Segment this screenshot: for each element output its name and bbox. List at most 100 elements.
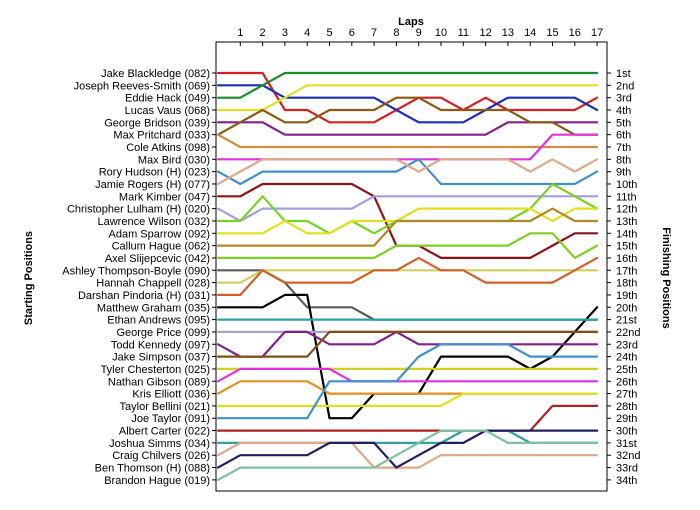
driver-start-label: Albert Carter (022) [119, 426, 210, 438]
driver-position-line [216, 195, 599, 223]
lap-tick-label: 11 [458, 27, 469, 39]
lap-tick-label: 8 [393, 27, 399, 39]
driver-start-label: Joseph Reeves-Smith (069) [74, 80, 210, 92]
driver-start-label: Ashley Thompson-Boyle (090) [62, 265, 210, 277]
driver-position-line [216, 256, 599, 296]
lap-tick-label: 2 [260, 27, 266, 39]
driver-start-label: Axel Slijepcevic (042) [105, 253, 210, 265]
driver-position-line [216, 367, 599, 383]
driver-position-line [216, 232, 599, 259]
finish-position-label: 25th [616, 364, 637, 376]
finish-position-label: 2nd [616, 80, 634, 92]
driver-start-label: Joshua Simms (034) [109, 438, 210, 450]
lap-tick-label: 4 [304, 27, 310, 39]
finish-position-label: 1st [616, 68, 631, 80]
lap-tick-label: 9 [416, 27, 422, 39]
driver-position-line [216, 330, 599, 358]
finish-position-label: 11th [616, 191, 637, 203]
finish-position-label: 7th [616, 142, 631, 154]
finishing-position-labels: 1st2nd3rd4th5th6th7th8th9th10th11th12th1… [607, 68, 640, 487]
driver-start-label: Brandon Hague (019) [104, 475, 210, 487]
finish-position-label: 19th [616, 290, 637, 302]
driver-position-line [216, 404, 599, 432]
x-axis-title: Laps [398, 16, 424, 28]
driver-position-line [216, 158, 599, 186]
driver-position-line [216, 96, 599, 136]
lap-tick-label: 14 [524, 27, 536, 39]
driver-start-label: Tyler Chesterton (025) [101, 364, 210, 376]
lap-tick-label: 1 [237, 27, 243, 39]
driver-start-label: Adam Sparrow (092) [109, 228, 211, 240]
finish-position-label: 13th [616, 216, 637, 228]
finish-position-label: 30th [616, 426, 637, 438]
finish-position-label: 5th [616, 117, 631, 129]
finish-position-label: 21st [616, 315, 637, 327]
finish-position-label: 3rd [616, 93, 632, 105]
finish-position-label: 9th [616, 167, 631, 179]
driver-start-label: Hannah Chappell (028) [96, 278, 210, 290]
finish-position-label: 16th [616, 253, 637, 265]
driver-start-label: Lawrence Wilson (032) [98, 216, 211, 228]
lap-tick-label: 13 [502, 27, 514, 39]
driver-start-label: Mark Kimber (047) [119, 191, 210, 203]
finish-position-label: 28th [616, 401, 637, 413]
finish-position-label: 32nd [616, 450, 640, 462]
driver-position-line [216, 84, 599, 112]
driver-start-label: Darshan Pindoria (H) (031) [78, 290, 210, 302]
driver-position-line [216, 207, 599, 235]
finish-position-label: 20th [616, 302, 637, 314]
lap-tick-label: 5 [326, 27, 332, 39]
series-layer [216, 71, 599, 481]
driver-start-label: Ben Thomson (H) (088) [95, 463, 210, 475]
driver-position-line [216, 429, 599, 469]
finish-position-label: 17th [616, 265, 637, 277]
driver-start-label: Craig Chilvers (026) [112, 450, 210, 462]
driver-start-label: Jake Blackledge (082) [101, 68, 210, 80]
driver-start-label: Rory Hudson (H) (023) [99, 167, 210, 179]
driver-position-line [216, 84, 599, 124]
finish-position-label: 24th [616, 352, 637, 364]
finish-position-label: 15th [616, 241, 637, 253]
driver-start-label: Jake Simpson (037) [112, 352, 210, 364]
finish-position-label: 29th [616, 413, 637, 425]
finish-position-label: 27th [616, 389, 637, 401]
driver-position-line [216, 269, 599, 284]
driver-start-label: Matthew Graham (035) [97, 302, 210, 314]
finish-position-label: 18th [616, 278, 637, 290]
driver-start-label: Max Pritchard (033) [113, 130, 210, 142]
finish-position-label: 22nd [616, 327, 640, 339]
driver-position-line [216, 392, 599, 407]
finish-position-label: 12th [616, 204, 637, 216]
finish-position-label: 26th [616, 376, 637, 388]
driver-start-label: Joe Taylor (091) [131, 413, 210, 425]
driver-position-line [216, 429, 599, 481]
driver-position-line [216, 71, 599, 99]
finish-position-label: 33rd [616, 463, 638, 475]
driver-position-line [216, 133, 599, 149]
driver-start-label: Taylor Bellini (021) [120, 401, 210, 413]
driver-position-line [216, 441, 599, 469]
lap-tick-label: 12 [479, 27, 491, 39]
driver-position-line [216, 343, 599, 420]
finish-position-label: 31st [616, 438, 637, 450]
driver-position-line [216, 207, 599, 247]
driver-position-line [216, 71, 599, 124]
driver-start-label: George Price (099) [116, 327, 210, 339]
driver-start-label: Christopher Lulham (H) (020) [67, 204, 210, 216]
lap-tick-label: 6 [349, 27, 355, 39]
driver-start-label: Todd Kennedy (097) [111, 339, 210, 351]
lap-tick-label: 7 [371, 27, 377, 39]
finish-position-label: 4th [616, 105, 631, 117]
finish-position-label: 23rd [616, 339, 638, 351]
driver-start-label: Callum Hague (062) [112, 241, 210, 253]
lap-tick-label: 3 [282, 27, 288, 39]
finish-position-label: 6th [616, 130, 631, 142]
driver-start-label: Max Bird (030) [138, 154, 210, 166]
plot-frame [215, 41, 608, 492]
y-axis-title-left: Starting Positions [23, 231, 35, 325]
lap-tick-labels: 1 2 3 4 5 6 7 8 9 10 11 12 13 14 15 16 17 [237, 27, 603, 46]
lap-tick-label: 10 [435, 27, 447, 39]
plot-border [215, 41, 608, 492]
finish-position-label: 14th [616, 228, 637, 240]
